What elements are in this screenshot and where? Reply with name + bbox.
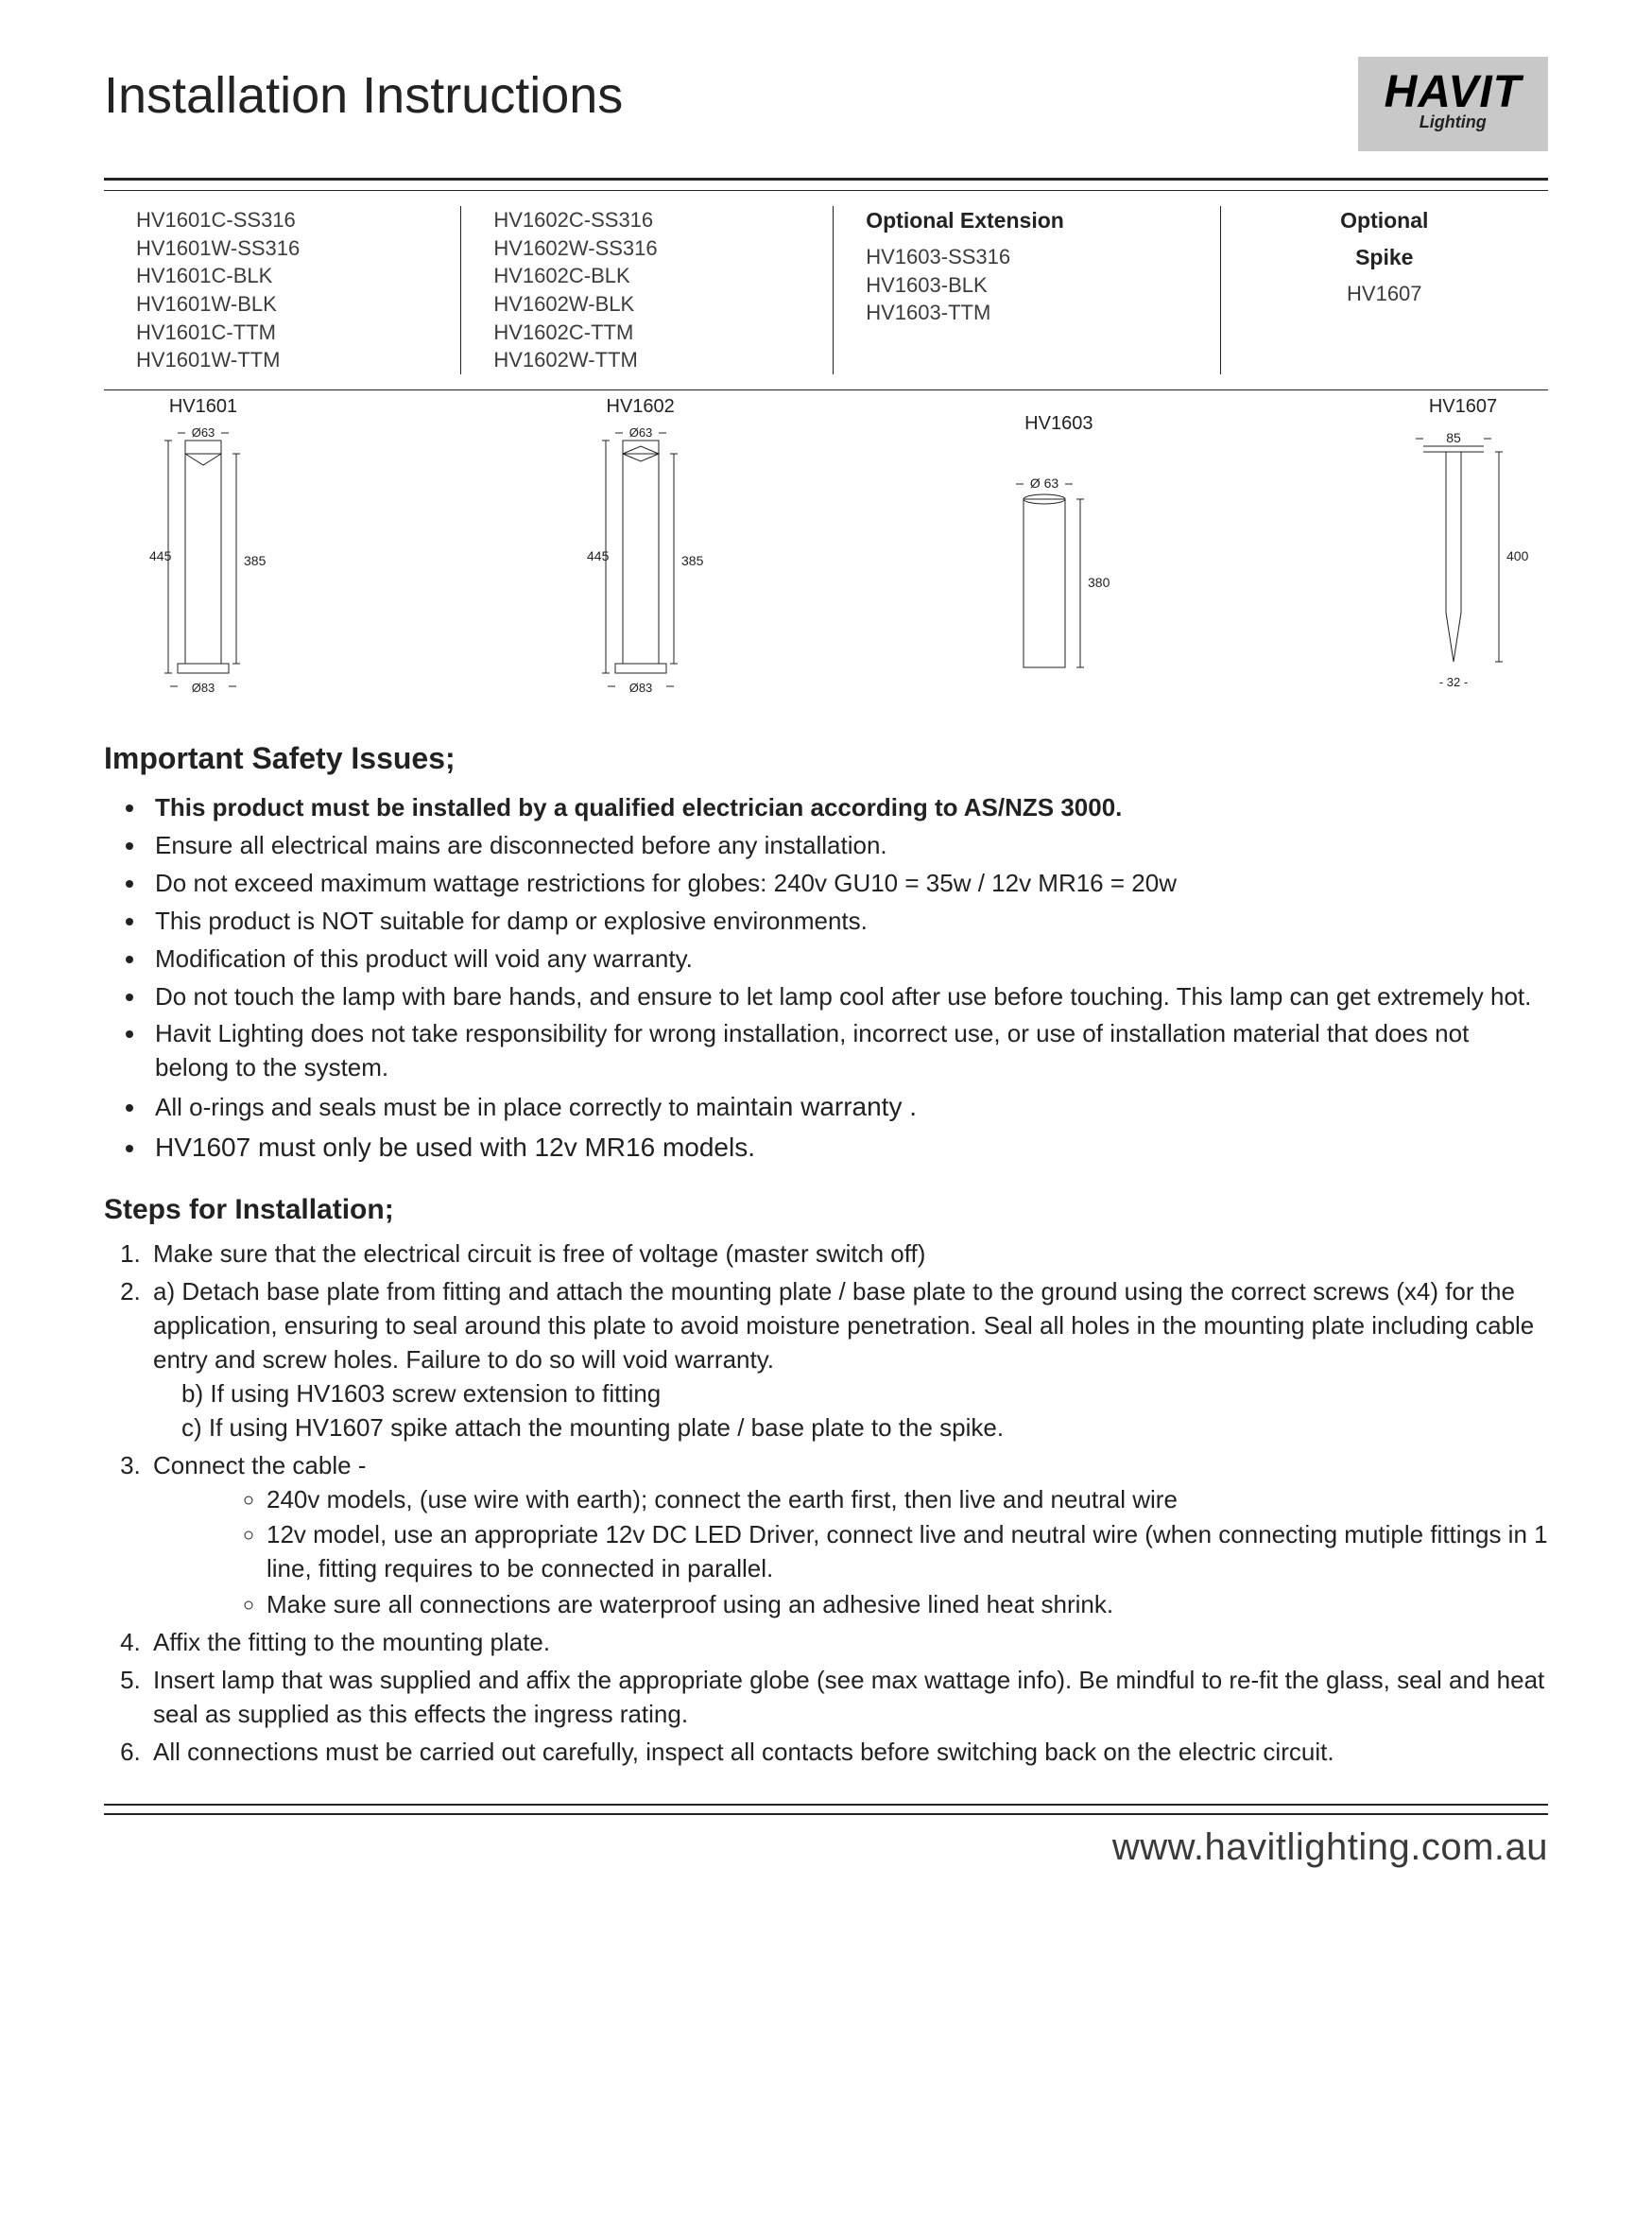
- model-item: HV1603-TTM: [866, 299, 1187, 327]
- diagram-svg-hv1601: Ø63 445 385 Ø83: [104, 424, 302, 698]
- footer-rule-1: [104, 1804, 1548, 1806]
- column-heading: Optional: [1253, 206, 1516, 235]
- safety-item: This product is NOT suitable for damp or…: [147, 905, 1548, 939]
- svg-text:- 32 -: - 32 -: [1439, 675, 1468, 689]
- diagram-label: HV1601: [169, 396, 237, 418]
- footer-url: www.havitlighting.com.au: [104, 1815, 1548, 1869]
- step-item: Insert lamp that was supplied and affix …: [147, 1664, 1548, 1732]
- diagram-label: HV1602: [607, 396, 675, 418]
- step-item: Affix the fitting to the mounting plate.: [147, 1626, 1548, 1660]
- column-heading: Optional Extension: [866, 206, 1187, 235]
- steps-heading: Steps for Installation;: [104, 1194, 1548, 1226]
- step-item: Make sure that the electrical circuit is…: [147, 1237, 1548, 1271]
- model-columns: HV1601C-SS316 HV1601W-SS316 HV1601C-BLK …: [104, 191, 1548, 389]
- diagram-svg-hv1603: Ø 63 380: [978, 441, 1139, 686]
- model-item: HV1601C-SS316: [136, 206, 428, 234]
- safety-item: All o-rings and seals must be in place c…: [147, 1089, 1548, 1126]
- svg-text:400: 400: [1506, 548, 1529, 563]
- diagrams-row: HV1601 Ø63 445 385 Ø83 HV1602 Ø63: [104, 390, 1548, 717]
- svg-text:385: 385: [244, 553, 267, 568]
- step-sub-item: 12v model, use an appropriate 12v DC LED…: [267, 1518, 1548, 1586]
- svg-text:Ø63: Ø63: [628, 425, 652, 440]
- model-item: HV1601W-SS316: [136, 234, 428, 263]
- safety-item: HV1607 must only be used with 12v MR16 m…: [147, 1130, 1548, 1167]
- model-item: HV1602C-TTM: [493, 319, 800, 347]
- diagram-label: HV1603: [1024, 413, 1093, 435]
- diagram-hv1602: HV1602 Ø63 445 385 Ø83: [542, 396, 740, 698]
- model-item: HV1601C-BLK: [136, 262, 428, 290]
- svg-text:380: 380: [1088, 575, 1110, 590]
- model-column-1: HV1601C-SS316 HV1601W-SS316 HV1601C-BLK …: [104, 206, 461, 374]
- diagram-hv1603: HV1603 Ø 63 380: [978, 396, 1139, 698]
- step-item: All connections must be carried out care…: [147, 1736, 1548, 1770]
- model-item: HV1607: [1253, 280, 1516, 308]
- model-item: HV1601W-TTM: [136, 346, 428, 374]
- model-item: HV1602W-TTM: [493, 346, 800, 374]
- column-heading: Spike: [1253, 243, 1516, 272]
- svg-text:Ø 63: Ø 63: [1030, 476, 1059, 491]
- model-column-2: HV1602C-SS316 HV1602W-SS316 HV1602C-BLK …: [461, 206, 834, 374]
- model-item: HV1601W-BLK: [136, 290, 428, 319]
- model-item: HV1602W-SS316: [493, 234, 800, 263]
- brand-name: HAVIT: [1385, 66, 1522, 118]
- safety-item: Modification of this product will void a…: [147, 943, 1548, 977]
- svg-text:Ø83: Ø83: [192, 681, 215, 695]
- brand-logo: HAVIT Lighting: [1358, 57, 1548, 151]
- model-column-3: Optional Extension HV1603-SS316 HV1603-B…: [834, 206, 1220, 374]
- page-header: Installation Instructions HAVIT Lighting: [104, 57, 1548, 151]
- svg-text:445: 445: [587, 548, 610, 563]
- svg-text:385: 385: [681, 553, 704, 568]
- model-item: HV1603-SS316: [866, 243, 1187, 271]
- safety-item: Do not touch the lamp with bare hands, a…: [147, 980, 1548, 1014]
- svg-text:85: 85: [1446, 430, 1461, 445]
- step-item: a) Detach base plate from fitting and at…: [147, 1275, 1548, 1444]
- safety-item: Do not exceed maximum wattage restrictio…: [147, 867, 1548, 901]
- step-item: Connect the cable - 240v models, (use wi…: [147, 1449, 1548, 1622]
- safety-list: This product must be installed by a qual…: [104, 791, 1548, 1166]
- model-column-4: Optional Spike HV1607: [1221, 206, 1548, 374]
- model-item: HV1602C-BLK: [493, 262, 800, 290]
- step-sublist: 240v models, (use wire with earth); conn…: [153, 1483, 1548, 1623]
- step-sub: b) If using HV1603 screw extension to fi…: [153, 1377, 1548, 1411]
- safety-heading: Important Safety Issues;: [104, 741, 1548, 776]
- diagram-label: HV1607: [1429, 396, 1497, 418]
- rule-top-1: [104, 178, 1548, 181]
- model-item: HV1602W-BLK: [493, 290, 800, 319]
- svg-text:445: 445: [149, 548, 172, 563]
- diagram-hv1601: HV1601 Ø63 445 385 Ø83: [104, 396, 302, 698]
- steps-list: Make sure that the electrical circuit is…: [104, 1237, 1548, 1769]
- step-sub-item: Make sure all connections are waterproof…: [267, 1588, 1548, 1622]
- svg-text:Ø63: Ø63: [192, 425, 215, 440]
- safety-item: Havit Lighting does not take responsibil…: [147, 1017, 1548, 1085]
- step-sub: c) If using HV1607 spike attach the moun…: [153, 1411, 1548, 1445]
- model-item: HV1602C-SS316: [493, 206, 800, 234]
- safety-item: This product must be installed by a qual…: [147, 791, 1548, 825]
- diagram-hv1607: HV1607 85 400 - 32 -: [1378, 396, 1548, 698]
- svg-text:Ø83: Ø83: [628, 681, 652, 695]
- step-sub-item: 240v models, (use wire with earth); conn…: [267, 1483, 1548, 1517]
- safety-item: Ensure all electrical mains are disconne…: [147, 829, 1548, 863]
- diagram-svg-hv1607: 85 400 - 32 -: [1378, 424, 1548, 698]
- page-title: Installation Instructions: [104, 57, 623, 125]
- model-item: HV1601C-TTM: [136, 319, 428, 347]
- diagram-svg-hv1602: Ø63 445 385 Ø83: [542, 424, 740, 698]
- model-item: HV1603-BLK: [866, 271, 1187, 300]
